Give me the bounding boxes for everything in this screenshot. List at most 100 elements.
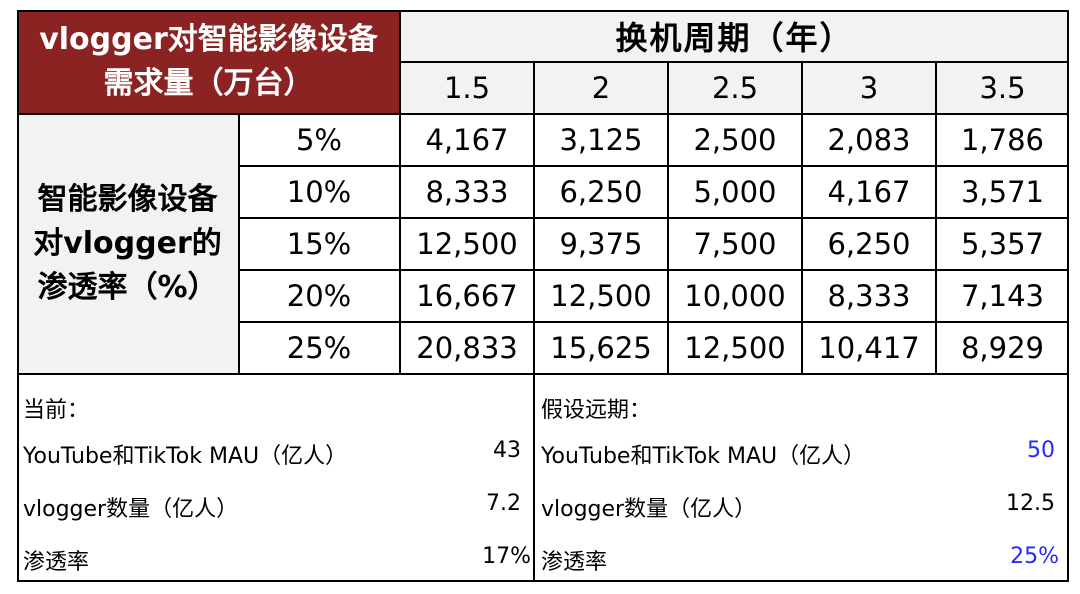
current-mau-label: YouTube和TikTok MAU（亿人）: [23, 444, 348, 469]
rate-text: 20%: [286, 279, 352, 313]
value-cell: 12,500: [668, 322, 802, 374]
value-cell: 7,500: [668, 218, 802, 270]
future-mau-value: 50: [1027, 438, 1055, 463]
grid-line: [238, 114, 240, 374]
future-vlogger-label: vlogger数量（亿人）: [541, 497, 757, 522]
column-header: 2.5: [668, 62, 802, 114]
future-rate-label: 渗透率: [541, 550, 608, 575]
column-header-text: 3.5: [979, 71, 1026, 105]
future-rate-value: 25%: [1010, 544, 1059, 569]
rate-cell: 15%: [238, 218, 400, 270]
value-text: 1,786: [960, 123, 1045, 157]
value-cell: 3,125: [534, 114, 668, 166]
value-text: 12,500: [550, 279, 652, 313]
column-header-text: 2.5: [711, 71, 759, 105]
current-vlogger-value: 7.2: [486, 491, 521, 516]
column-header: 2: [534, 62, 668, 114]
row-group-label-text: 智能影像设备对vlogger的渗透率（%）: [33, 182, 222, 305]
current-title: 当前：: [23, 398, 90, 423]
value-cell: 16,667: [400, 270, 534, 322]
column-header: 1.5: [400, 62, 534, 114]
grid-line: [17, 113, 1069, 115]
value-text: 8,333: [425, 175, 509, 209]
value-text: 6,250: [559, 175, 643, 209]
value-text: 10,000: [684, 279, 786, 313]
value-cell: 1,786: [936, 114, 1069, 166]
grid-line: [801, 62, 803, 374]
value-text: 8,929: [960, 331, 1045, 365]
value-text: 5,000: [693, 175, 777, 209]
grid-line: [399, 10, 401, 374]
current-rate-value: 17%: [482, 544, 531, 569]
value-text: 8,333: [827, 279, 911, 313]
grid-line: [238, 165, 1069, 167]
column-group-label-text: 换机周期（年）: [615, 19, 854, 57]
value-text: 3,125: [559, 123, 643, 157]
value-text: 7,143: [960, 279, 1045, 313]
value-text: 20,833: [416, 331, 518, 365]
value-cell: 15,625: [534, 322, 668, 374]
rate-text: 15%: [286, 227, 352, 261]
value-text: 6,250: [827, 227, 911, 261]
value-text: 10,417: [818, 331, 920, 365]
value-cell: 8,929: [936, 322, 1069, 374]
value-text: 2,500: [693, 123, 777, 157]
demand-table: vlogger对智能影像设备需求量（万台） 换机周期（年） 1.5 2 2.5 …: [17, 10, 1069, 582]
corner-label: vlogger对智能影像设备需求量（万台）: [17, 10, 400, 114]
rate-cell: 5%: [238, 114, 400, 166]
value-text: 4,167: [425, 123, 509, 157]
column-header-text: 1.5: [443, 71, 491, 105]
future-mau-label: YouTube和TikTok MAU（亿人）: [541, 444, 866, 469]
future-title: 假设远期：: [541, 398, 652, 423]
column-header-text: 3: [859, 71, 879, 105]
grid-line: [533, 62, 535, 582]
value-cell: 12,500: [400, 218, 534, 270]
grid-line: [17, 10, 1069, 12]
value-cell: 2,500: [668, 114, 802, 166]
value-cell: 3,571: [936, 166, 1069, 218]
rate-cell: 25%: [238, 322, 400, 374]
grid-line: [17, 373, 1069, 375]
corner-label-text: vlogger对智能影像设备需求量（万台）: [39, 22, 378, 101]
grid-line: [400, 61, 1069, 63]
value-cell: 5,000: [668, 166, 802, 218]
value-text: 16,667: [416, 279, 518, 313]
value-cell: 10,417: [802, 322, 936, 374]
value-cell: 10,000: [668, 270, 802, 322]
grid-line: [667, 62, 669, 374]
value-cell: 4,167: [400, 114, 534, 166]
value-text: 2,083: [827, 123, 911, 157]
value-text: 5,357: [960, 227, 1045, 261]
column-header: 3.5: [936, 62, 1069, 114]
column-group-label: 换机周期（年）: [400, 10, 1069, 62]
grid-line: [935, 62, 937, 374]
current-vlogger-label: vlogger数量（亿人）: [23, 497, 239, 522]
rate-text: 10%: [286, 175, 352, 209]
value-text: 12,500: [416, 227, 518, 261]
value-text: 9,375: [559, 227, 643, 261]
rate-cell: 10%: [238, 166, 400, 218]
value-cell: 2,083: [802, 114, 936, 166]
rate-cell: 20%: [238, 270, 400, 322]
column-header-text: 2: [591, 71, 611, 105]
value-cell: 7,143: [936, 270, 1069, 322]
rate-text: 5%: [295, 123, 342, 157]
value-text: 4,167: [827, 175, 911, 209]
value-cell: 20,833: [400, 322, 534, 374]
grid-line: [1067, 10, 1069, 582]
current-rate-label: 渗透率: [23, 550, 90, 575]
future-vlogger-value: 12.5: [1006, 491, 1055, 516]
value-cell: 5,357: [936, 218, 1069, 270]
column-header: 3: [802, 62, 936, 114]
value-text: 12,500: [684, 331, 786, 365]
value-cell: 9,375: [534, 218, 668, 270]
value-text: 15,625: [550, 331, 652, 365]
rate-text: 25%: [286, 331, 352, 365]
row-group-label: 智能影像设备对vlogger的渗透率（%）: [17, 114, 238, 374]
grid-line: [238, 321, 1069, 323]
value-cell: 8,333: [400, 166, 534, 218]
grid-line: [17, 10, 19, 582]
value-text: 7,500: [693, 227, 777, 261]
value-text: 3,571: [960, 175, 1045, 209]
value-cell: 8,333: [802, 270, 936, 322]
